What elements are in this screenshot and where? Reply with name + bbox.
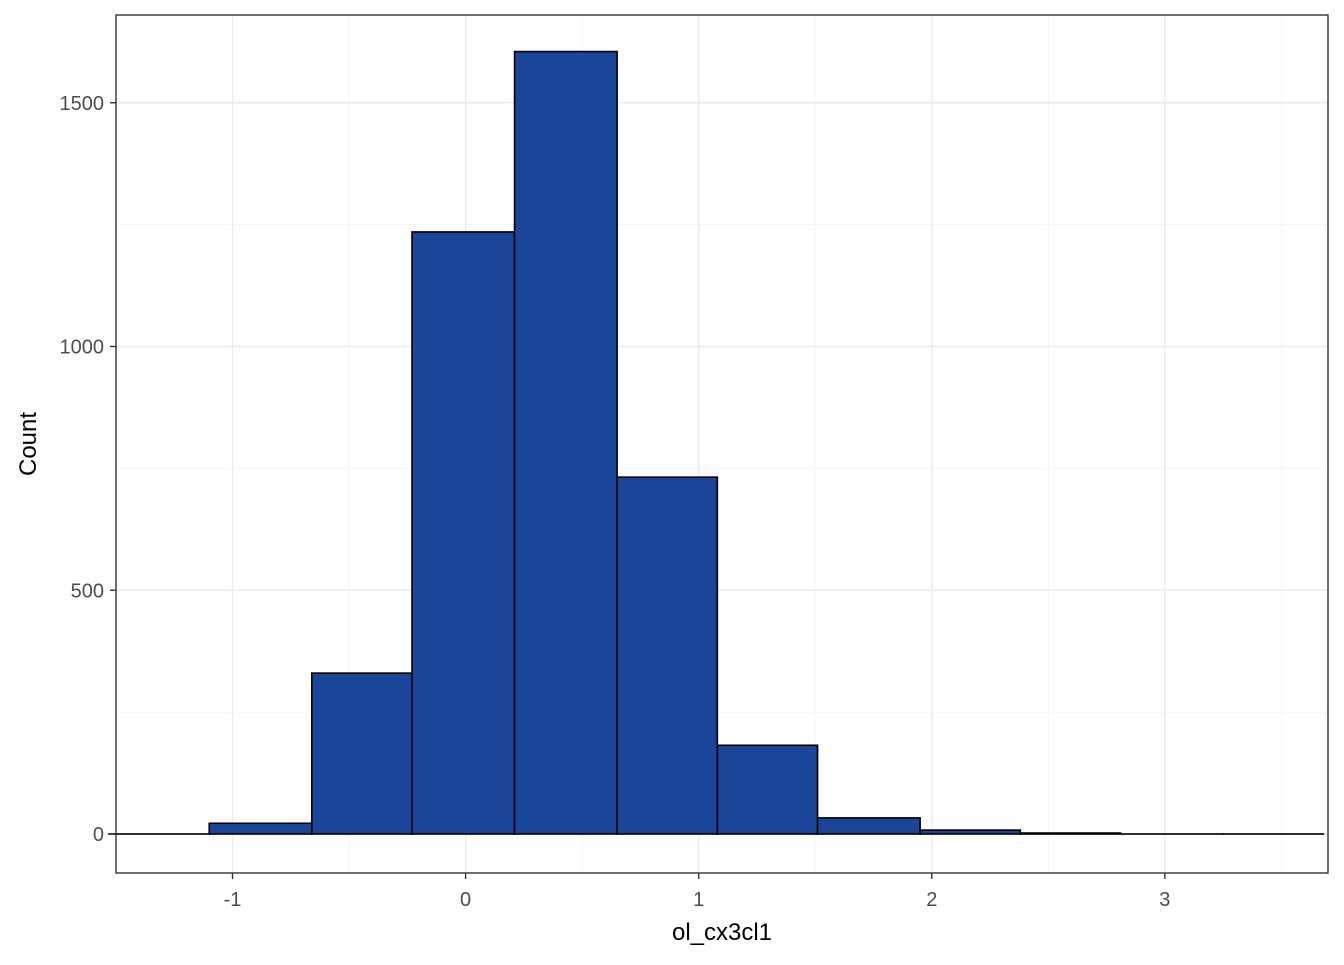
histogram-bar bbox=[717, 745, 817, 834]
histogram-bar bbox=[920, 830, 1020, 834]
y-tick-label: 500 bbox=[71, 580, 104, 602]
x-tick-label: -1 bbox=[224, 889, 242, 911]
y-tick-label: 1000 bbox=[60, 337, 105, 359]
x-tick-label: 3 bbox=[1159, 889, 1170, 911]
x-tick-label: 0 bbox=[460, 889, 471, 911]
histogram-bar bbox=[617, 477, 717, 834]
histogram-bar bbox=[818, 818, 921, 834]
histogram-bar bbox=[312, 673, 412, 834]
y-tick-label: 1500 bbox=[60, 93, 105, 115]
y-axis-title: Count bbox=[15, 412, 42, 476]
x-tick-label: 1 bbox=[693, 889, 704, 911]
histogram-bar bbox=[209, 823, 312, 834]
x-axis: -1 0 1 2 3 bbox=[224, 873, 1171, 911]
histogram-bars bbox=[109, 52, 1323, 834]
panel-border bbox=[116, 15, 1328, 873]
histogram-bar bbox=[412, 232, 515, 834]
y-tick-label: 0 bbox=[93, 824, 104, 846]
y-axis: 0 500 1000 1500 bbox=[60, 93, 117, 846]
x-tick-label: 2 bbox=[926, 889, 937, 911]
histogram-bar bbox=[515, 52, 618, 834]
histogram-bar bbox=[1020, 833, 1120, 834]
grid-lines bbox=[116, 15, 1328, 873]
x-axis-title: ol_cx3cl1 bbox=[672, 919, 772, 946]
